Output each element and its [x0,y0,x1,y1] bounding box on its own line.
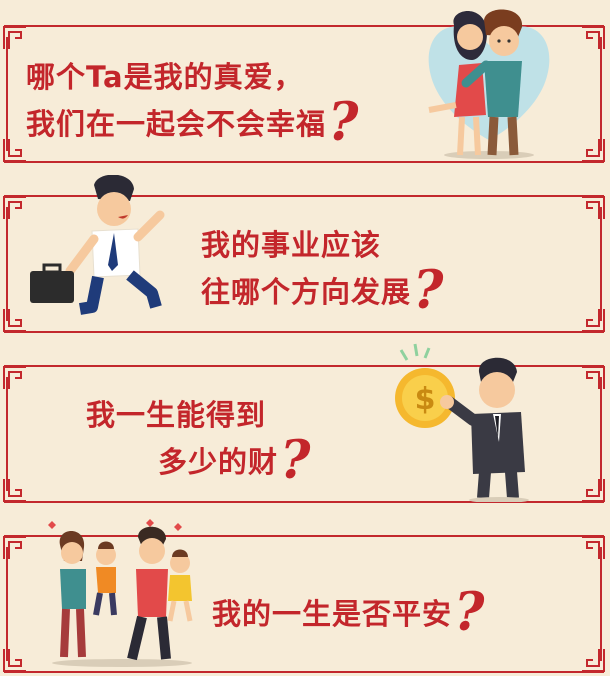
panel-love: 哪个Ta是我的真爱， 我们在一起会不会幸福? [3,9,605,163]
running-businessman-illustration [30,175,165,315]
corner-ornament [581,366,605,390]
career-question: 我的事业应该 往哪个方向发展? [201,225,444,317]
corner-ornament [581,536,605,560]
question-mark: ? [454,582,486,643]
panel-wealth: 我一生能得到 多少的财? $ [3,343,605,503]
career-question-line2: 往哪个方向发展 [201,275,412,309]
love-question-line1: 哪个Ta是我的真爱， [26,60,304,94]
wealth-question: 我一生能得到 多少的财? [86,395,311,487]
love-question-line2: 我们在一起会不会幸福 [26,107,327,141]
question-mark: ? [413,260,445,321]
panel-career: 我的事业应该 往哪个方向发展? [3,175,605,333]
career-question-line1: 我的事业应该 [201,228,382,262]
corner-ornament [3,366,27,390]
couple-hugging-illustration [428,9,550,159]
love-question: 哪个Ta是我的真爱， 我们在一起会不会幸福? [26,57,359,149]
corner-ornament [581,478,605,502]
wealth-question-line2: 多少的财 [158,445,279,479]
corner-ornament [3,536,27,560]
corner-ornament [581,308,605,332]
wealth-question-line1: 我一生能得到 [86,398,267,432]
question-mark: ? [280,430,312,491]
man-holding-coin-illustration: $ [395,343,529,502]
svg-text:$: $ [415,382,436,417]
corner-ornament [3,26,27,50]
corner-ornament [3,138,27,162]
corner-ornament [3,648,27,672]
corner-ornament [3,478,27,502]
corner-ornament [581,138,605,162]
corner-ornament [581,196,605,220]
panel-safety: 我的一生是否平安? [3,519,605,673]
corner-ornament [581,648,605,672]
happy-family-illustration [48,519,193,667]
safety-question-line1: 我的一生是否平安 [212,597,453,631]
question-mark: ? [328,92,360,153]
corner-ornament [581,26,605,50]
safety-question: 我的一生是否平安? [212,587,485,639]
